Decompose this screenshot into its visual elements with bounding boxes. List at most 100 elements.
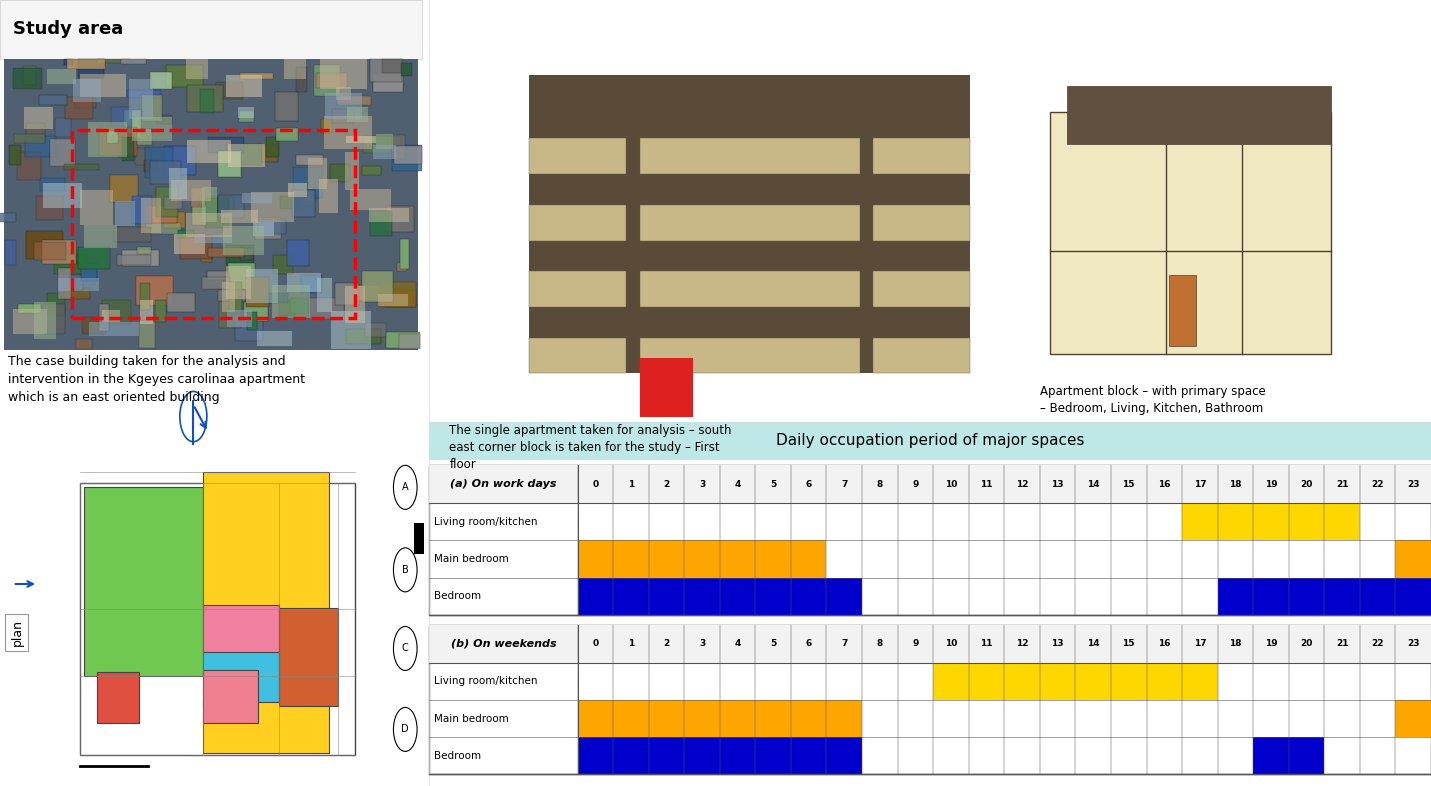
Bar <box>34 242 66 260</box>
Bar <box>220 210 259 222</box>
Bar <box>292 190 315 217</box>
Bar <box>146 206 177 222</box>
Bar <box>216 82 243 99</box>
Bar <box>114 201 135 226</box>
Bar <box>1005 663 1040 700</box>
Bar <box>399 239 409 270</box>
Bar <box>186 213 232 237</box>
Bar <box>429 465 1431 615</box>
Bar <box>132 196 152 224</box>
Text: 23: 23 <box>1407 479 1420 489</box>
Bar <box>266 292 288 303</box>
Bar <box>102 300 130 324</box>
Bar <box>145 160 159 172</box>
Bar <box>272 285 311 318</box>
Bar <box>113 227 152 242</box>
Bar <box>827 737 861 774</box>
Bar <box>54 118 72 138</box>
Bar <box>142 95 162 121</box>
Text: 1: 1 <box>628 479 634 489</box>
Text: 21: 21 <box>1337 639 1348 648</box>
Bar <box>346 107 368 122</box>
Text: 19: 19 <box>1265 479 1278 489</box>
Bar <box>529 138 627 174</box>
Text: Study area: Study area <box>13 20 123 39</box>
Bar <box>791 541 827 578</box>
Text: 1: 1 <box>628 639 634 648</box>
Bar <box>205 198 229 228</box>
Bar <box>245 303 268 321</box>
Bar <box>578 737 612 774</box>
Bar <box>827 700 861 737</box>
Bar <box>218 195 245 219</box>
Text: 7: 7 <box>841 479 847 489</box>
Bar <box>218 290 245 301</box>
Text: 10: 10 <box>944 639 957 648</box>
Text: Apartment block – with primary space
– Bedroom, Living, Kitchen, Bathroom: Apartment block – with primary space – B… <box>1040 385 1266 415</box>
Bar <box>756 737 791 774</box>
Text: 12: 12 <box>1016 639 1029 648</box>
Bar <box>140 299 153 324</box>
Text: 7: 7 <box>841 639 847 648</box>
Bar <box>648 578 684 615</box>
Bar <box>26 231 63 259</box>
Bar <box>226 144 262 165</box>
Bar <box>222 282 235 313</box>
Bar <box>933 663 969 700</box>
Text: 14: 14 <box>1088 479 1099 489</box>
Text: 17: 17 <box>1193 639 1206 648</box>
Text: 13: 13 <box>1052 639 1063 648</box>
Bar <box>1218 503 1254 541</box>
Bar <box>64 163 99 170</box>
Bar <box>99 127 137 156</box>
Bar <box>648 541 684 578</box>
Bar <box>369 208 409 222</box>
Bar <box>1040 663 1075 700</box>
Bar <box>9 145 21 164</box>
Text: 6: 6 <box>806 639 811 648</box>
FancyBboxPatch shape <box>529 75 970 373</box>
Bar <box>345 286 365 323</box>
Bar <box>1182 663 1218 700</box>
Bar <box>392 145 422 171</box>
Bar <box>362 271 392 302</box>
Bar <box>332 311 371 349</box>
Bar <box>373 74 404 92</box>
Bar <box>1289 737 1324 774</box>
Bar <box>255 218 280 239</box>
Bar <box>319 178 338 212</box>
Bar <box>226 310 252 327</box>
Bar <box>135 148 152 165</box>
Bar <box>167 293 196 311</box>
Text: (b) On weekends: (b) On weekends <box>451 639 557 649</box>
Bar <box>246 277 269 307</box>
Circle shape <box>394 626 416 670</box>
Bar <box>239 112 253 122</box>
Bar <box>122 138 135 160</box>
Bar <box>74 98 96 108</box>
Bar <box>873 138 970 174</box>
Bar <box>142 198 162 233</box>
Bar <box>156 300 166 322</box>
Bar <box>414 523 424 554</box>
Bar <box>873 205 970 241</box>
Bar <box>827 578 861 615</box>
Bar <box>80 483 355 755</box>
Bar <box>756 541 791 578</box>
Bar <box>203 670 258 723</box>
Text: 2: 2 <box>664 639 670 648</box>
Bar <box>207 271 229 281</box>
Bar <box>1324 503 1359 541</box>
Bar <box>969 663 1005 700</box>
Bar <box>14 134 44 143</box>
Bar <box>165 145 196 175</box>
Bar <box>203 472 329 609</box>
Bar <box>276 127 298 141</box>
Text: Bedroom: Bedroom <box>435 591 481 601</box>
Text: 18: 18 <box>1229 479 1242 489</box>
Bar <box>386 332 419 348</box>
Bar <box>120 59 146 64</box>
Bar <box>140 283 150 310</box>
Bar <box>145 148 173 178</box>
Bar <box>578 700 612 737</box>
